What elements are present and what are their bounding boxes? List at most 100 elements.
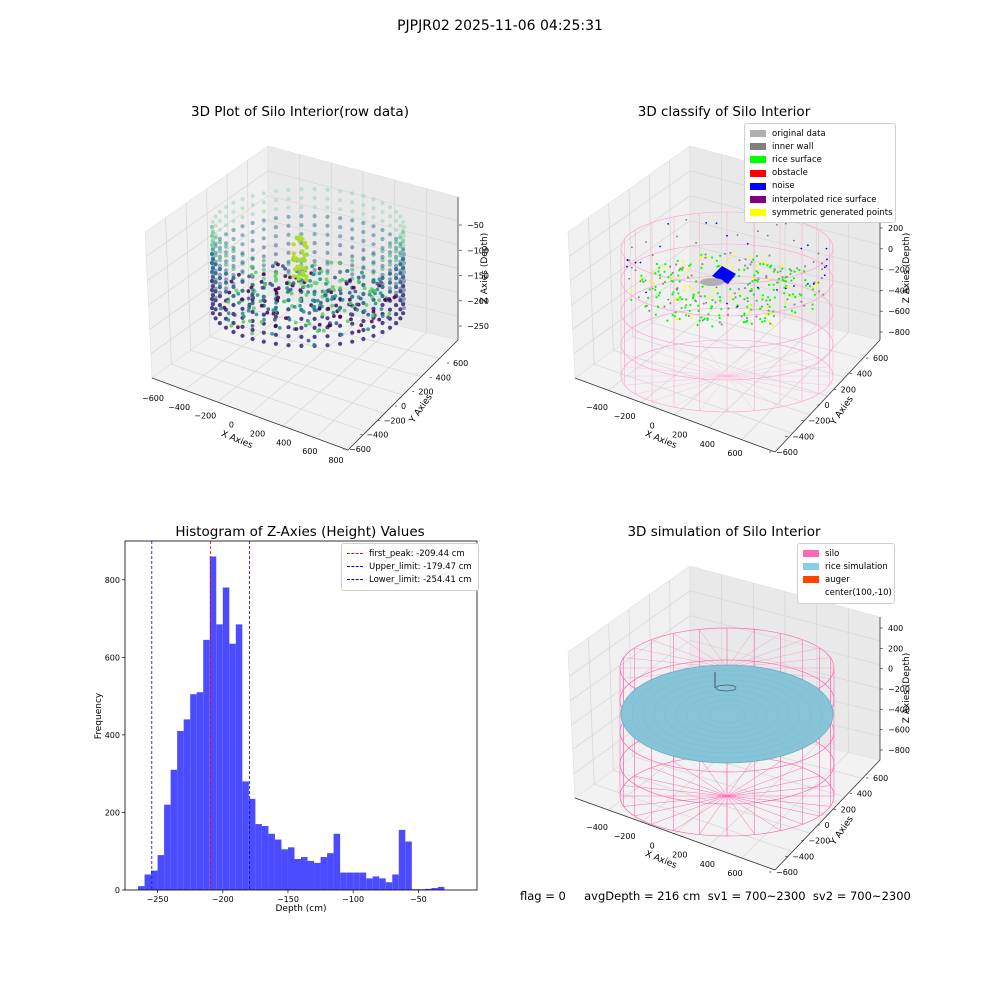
raw-point: [236, 291, 241, 296]
classify-point: [783, 292, 786, 295]
raw-point: [394, 240, 399, 245]
classify-point: [659, 245, 661, 248]
classify-point: [729, 251, 732, 254]
raw-point: [223, 286, 229, 291]
classify-point: [663, 270, 666, 273]
raw-point: [284, 281, 289, 285]
classify-gridline: [568, 170, 691, 257]
raw-point: [377, 317, 382, 322]
classify-point: [720, 323, 723, 326]
raw-point: [286, 214, 291, 219]
classify-point: [658, 291, 662, 294]
raw-point: [298, 288, 303, 292]
raw-point: [270, 264, 275, 269]
classify-point: [718, 321, 721, 324]
raw-point: [273, 207, 278, 212]
silo-wire: [634, 775, 728, 797]
raw-point: [380, 275, 385, 281]
raw-point: [265, 310, 270, 315]
classify-point: [733, 292, 736, 295]
classify-point: [700, 316, 703, 319]
classify-point: [645, 291, 647, 294]
raw-point: [332, 288, 336, 292]
raw-x-axis-line: [151, 377, 349, 451]
raw-gridline: [315, 332, 427, 439]
raw-point: [312, 232, 317, 237]
classify-point: [726, 234, 728, 237]
classify-y-axis-line: [774, 339, 881, 453]
raw-point: [209, 260, 215, 266]
classify-point: [803, 270, 806, 273]
legend-swatch: [750, 169, 766, 177]
raw-point: [387, 205, 393, 210]
classify-x-tick-label: 400: [700, 440, 715, 449]
raw-point: [273, 305, 278, 310]
classify-point: [746, 300, 749, 303]
raw-point: [369, 319, 374, 324]
raw-point: [273, 274, 278, 279]
raw-point: [213, 295, 218, 300]
classify-point: [695, 280, 698, 283]
classify-x-tick-label: 600: [727, 449, 742, 458]
raw-point: [250, 247, 255, 253]
raw-point: [281, 299, 286, 304]
classify-point: [674, 297, 678, 300]
histogram-bar: [229, 643, 236, 890]
classify-point: [710, 305, 713, 308]
classify-point: [701, 319, 705, 322]
raw-point: [213, 286, 218, 291]
raw-point: [323, 293, 328, 298]
raw-point: [250, 318, 255, 324]
raw-point: [276, 262, 280, 267]
raw-point: [217, 263, 222, 268]
histogram-legend: first_peak: -209.44 cm Upper_limit: -179…: [341, 543, 479, 591]
classify-point: [723, 252, 727, 255]
classify-point: [750, 288, 753, 291]
legend-label: center(100,-10): [825, 588, 892, 599]
classify-point: [821, 268, 823, 271]
raw-point: [303, 323, 308, 328]
histogram-y-tick-label: 800: [105, 576, 120, 585]
classify-point: [772, 283, 775, 286]
raw-point: [338, 341, 343, 346]
raw-point: [377, 298, 382, 303]
raw-point: [394, 267, 399, 272]
classify-point: [793, 303, 796, 306]
raw-point: [350, 258, 355, 263]
silo-wire: [726, 629, 755, 669]
raw-point: [240, 260, 245, 265]
histogram-bar: [235, 624, 243, 890]
raw-point: [250, 220, 255, 226]
raw-point: [330, 303, 334, 308]
classify-x-tick-label: −400: [586, 403, 608, 412]
raw-point: [371, 278, 376, 282]
classify-point: [763, 320, 767, 323]
raw-point: [361, 193, 366, 199]
raw-point: [380, 209, 385, 215]
raw-point: [274, 277, 278, 281]
raw-point: [333, 275, 337, 280]
histogram-bar: [170, 769, 178, 890]
raw-point: [373, 301, 378, 306]
classify-point: [767, 296, 770, 299]
silo-wire: [699, 629, 728, 669]
raw-point: [380, 263, 385, 269]
raw-point: [394, 249, 399, 254]
classify-point: [743, 312, 746, 315]
raw-point: [291, 274, 296, 279]
raw-point: [209, 287, 215, 293]
classify-point: [631, 266, 633, 269]
classify-point: [807, 283, 809, 285]
silo-wire: [726, 775, 820, 797]
raw-y-tick-label: −200: [384, 416, 406, 425]
rice-surface: [620, 664, 834, 764]
classify-point: [748, 282, 752, 285]
raw-point: [401, 260, 407, 266]
histogram-bar: [437, 886, 445, 890]
raw-point: [401, 273, 406, 278]
raw-point: [261, 200, 266, 205]
raw-point: [324, 277, 329, 282]
raw-point: [401, 242, 407, 248]
histogram-y-tick-label: 200: [105, 808, 120, 817]
classify-point: [666, 319, 669, 322]
